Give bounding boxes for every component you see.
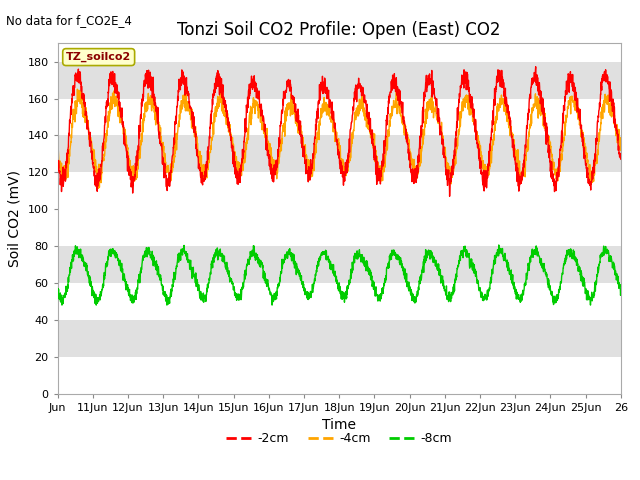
Bar (58, 357, 621, 394)
Bar (58, 283, 621, 320)
Legend: -2cm, -4cm, -8cm: -2cm, -4cm, -8cm (221, 427, 457, 450)
Bar (58, 135, 621, 172)
Bar (58, 61, 621, 98)
Bar (58, 320, 621, 357)
Bar (58, 246, 621, 283)
Bar (58, 43, 621, 61)
X-axis label: Time: Time (322, 418, 356, 432)
Bar (58, 172, 621, 209)
Text: No data for f_CO2E_4: No data for f_CO2E_4 (6, 14, 132, 27)
Bar (58, 98, 621, 135)
Y-axis label: Soil CO2 (mV): Soil CO2 (mV) (8, 170, 22, 267)
Title: Tonzi Soil CO2 Profile: Open (East) CO2: Tonzi Soil CO2 Profile: Open (East) CO2 (177, 21, 501, 39)
Text: TZ_soilco2: TZ_soilco2 (66, 52, 131, 62)
Bar (58, 209, 621, 246)
